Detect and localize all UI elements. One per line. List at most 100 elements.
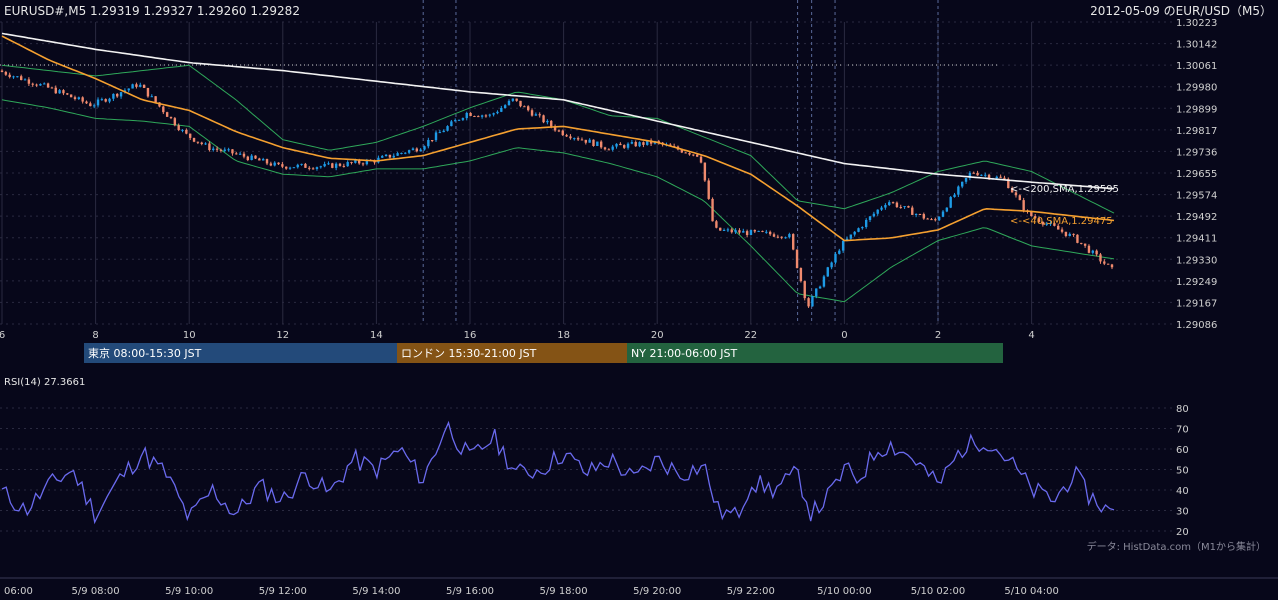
candle-body [542,115,545,123]
candle-body [146,87,150,97]
candle-body [1068,233,1071,237]
candle-body [526,106,530,111]
session-label: NY 21:00-06:00 JST [631,347,738,360]
time-tick-label: 5/9 20:00 [633,586,681,597]
candle-body [85,101,88,104]
hour-tick-label: 4 [1028,330,1034,341]
candle-body [573,138,576,140]
candle-body [630,142,634,144]
candle-body [1099,254,1102,262]
candle-body [968,172,972,179]
candle-body [857,228,860,232]
candle-body [392,155,395,158]
candle-body [496,111,499,114]
time-tick-label: 5/9 08:00 [72,586,120,597]
price-tick-label: 1.29249 [1176,277,1217,288]
candle-body [139,84,142,87]
candle-body [1022,200,1025,211]
candle-body [888,202,891,205]
candle-body [200,142,203,144]
candle-body [400,152,403,154]
candle-body [822,276,826,287]
candle-body [534,114,538,116]
candle-body [1103,261,1106,264]
candle-body [834,253,837,263]
candle-body [165,112,169,117]
candle-body [242,153,246,157]
candle-body [987,174,991,179]
candle-body [895,202,899,208]
candle-body [1064,231,1068,237]
candle-body [638,142,641,147]
candle-body [112,93,115,99]
candle-body [550,120,553,127]
candle-body [607,149,611,151]
candle-body [311,168,315,170]
candle-body [926,218,929,220]
candle-body [23,79,27,81]
candle-body [907,206,910,208]
candle-body [384,154,388,157]
candle-body [1033,216,1037,219]
candle-body [1037,218,1041,222]
candle-body [477,116,480,118]
candle-body [0,70,4,72]
candle-body [1106,263,1110,265]
price-tick-label: 1.29736 [1176,147,1217,158]
hour-tick-label: 8 [92,330,98,341]
candle-body [722,229,726,231]
candle-body [949,197,952,208]
candle-body [219,149,223,151]
candle-body [173,118,177,126]
rsi-tick-label: 30 [1176,507,1189,518]
candle-body [300,163,303,165]
price-axis: 1.30223 1.30142 1.30061 1.29980 1.29899 1.298… [1176,18,1217,331]
candle-body [423,146,426,150]
candle-body [142,84,146,88]
candle-body [450,121,453,127]
hour-tick-label: 10 [183,330,196,341]
candle-body [592,139,595,146]
candle-body [73,97,77,99]
candle-body [980,174,983,176]
candle-body [189,133,192,138]
candle-body [792,234,795,250]
candle-body [830,262,833,268]
candle-body [196,141,200,143]
candle-body [465,112,468,119]
candle-body [254,155,257,159]
candle-body [50,87,54,89]
bollinger-lower [1,99,1115,303]
candle-body [20,76,23,81]
quote-header: EURUSD#,M5 1.29319 1.29327 1.29260 1.292… [4,4,300,18]
rsi-tick-label: 50 [1176,466,1189,477]
candle-body [238,153,242,155]
candle-body [918,213,922,215]
candle-body [646,140,649,145]
candle-body [1057,225,1060,230]
rsi-polyline [1,420,1115,525]
candle-body [277,162,280,165]
candle-body [281,164,284,167]
candle-body [331,163,334,168]
candle-body [308,167,311,169]
candle-body [876,209,879,214]
candle-body [1045,223,1048,225]
candle-body [16,76,19,78]
candle-body [972,172,975,174]
candle-body [795,249,799,269]
candle-body [31,83,34,85]
rsi-tick-label: 40 [1176,486,1189,497]
session-bar [84,343,397,363]
candle-body [776,236,780,238]
candle-body [703,162,707,181]
candle-body [92,105,96,107]
candle-body [231,149,234,154]
candle-body [872,213,876,217]
candle-body [761,230,764,232]
candle-body [726,229,730,231]
price-tick-label: 1.30061 [1176,61,1217,72]
candle-body [427,140,430,147]
candle-body [642,142,645,145]
session-bar [627,343,1003,363]
